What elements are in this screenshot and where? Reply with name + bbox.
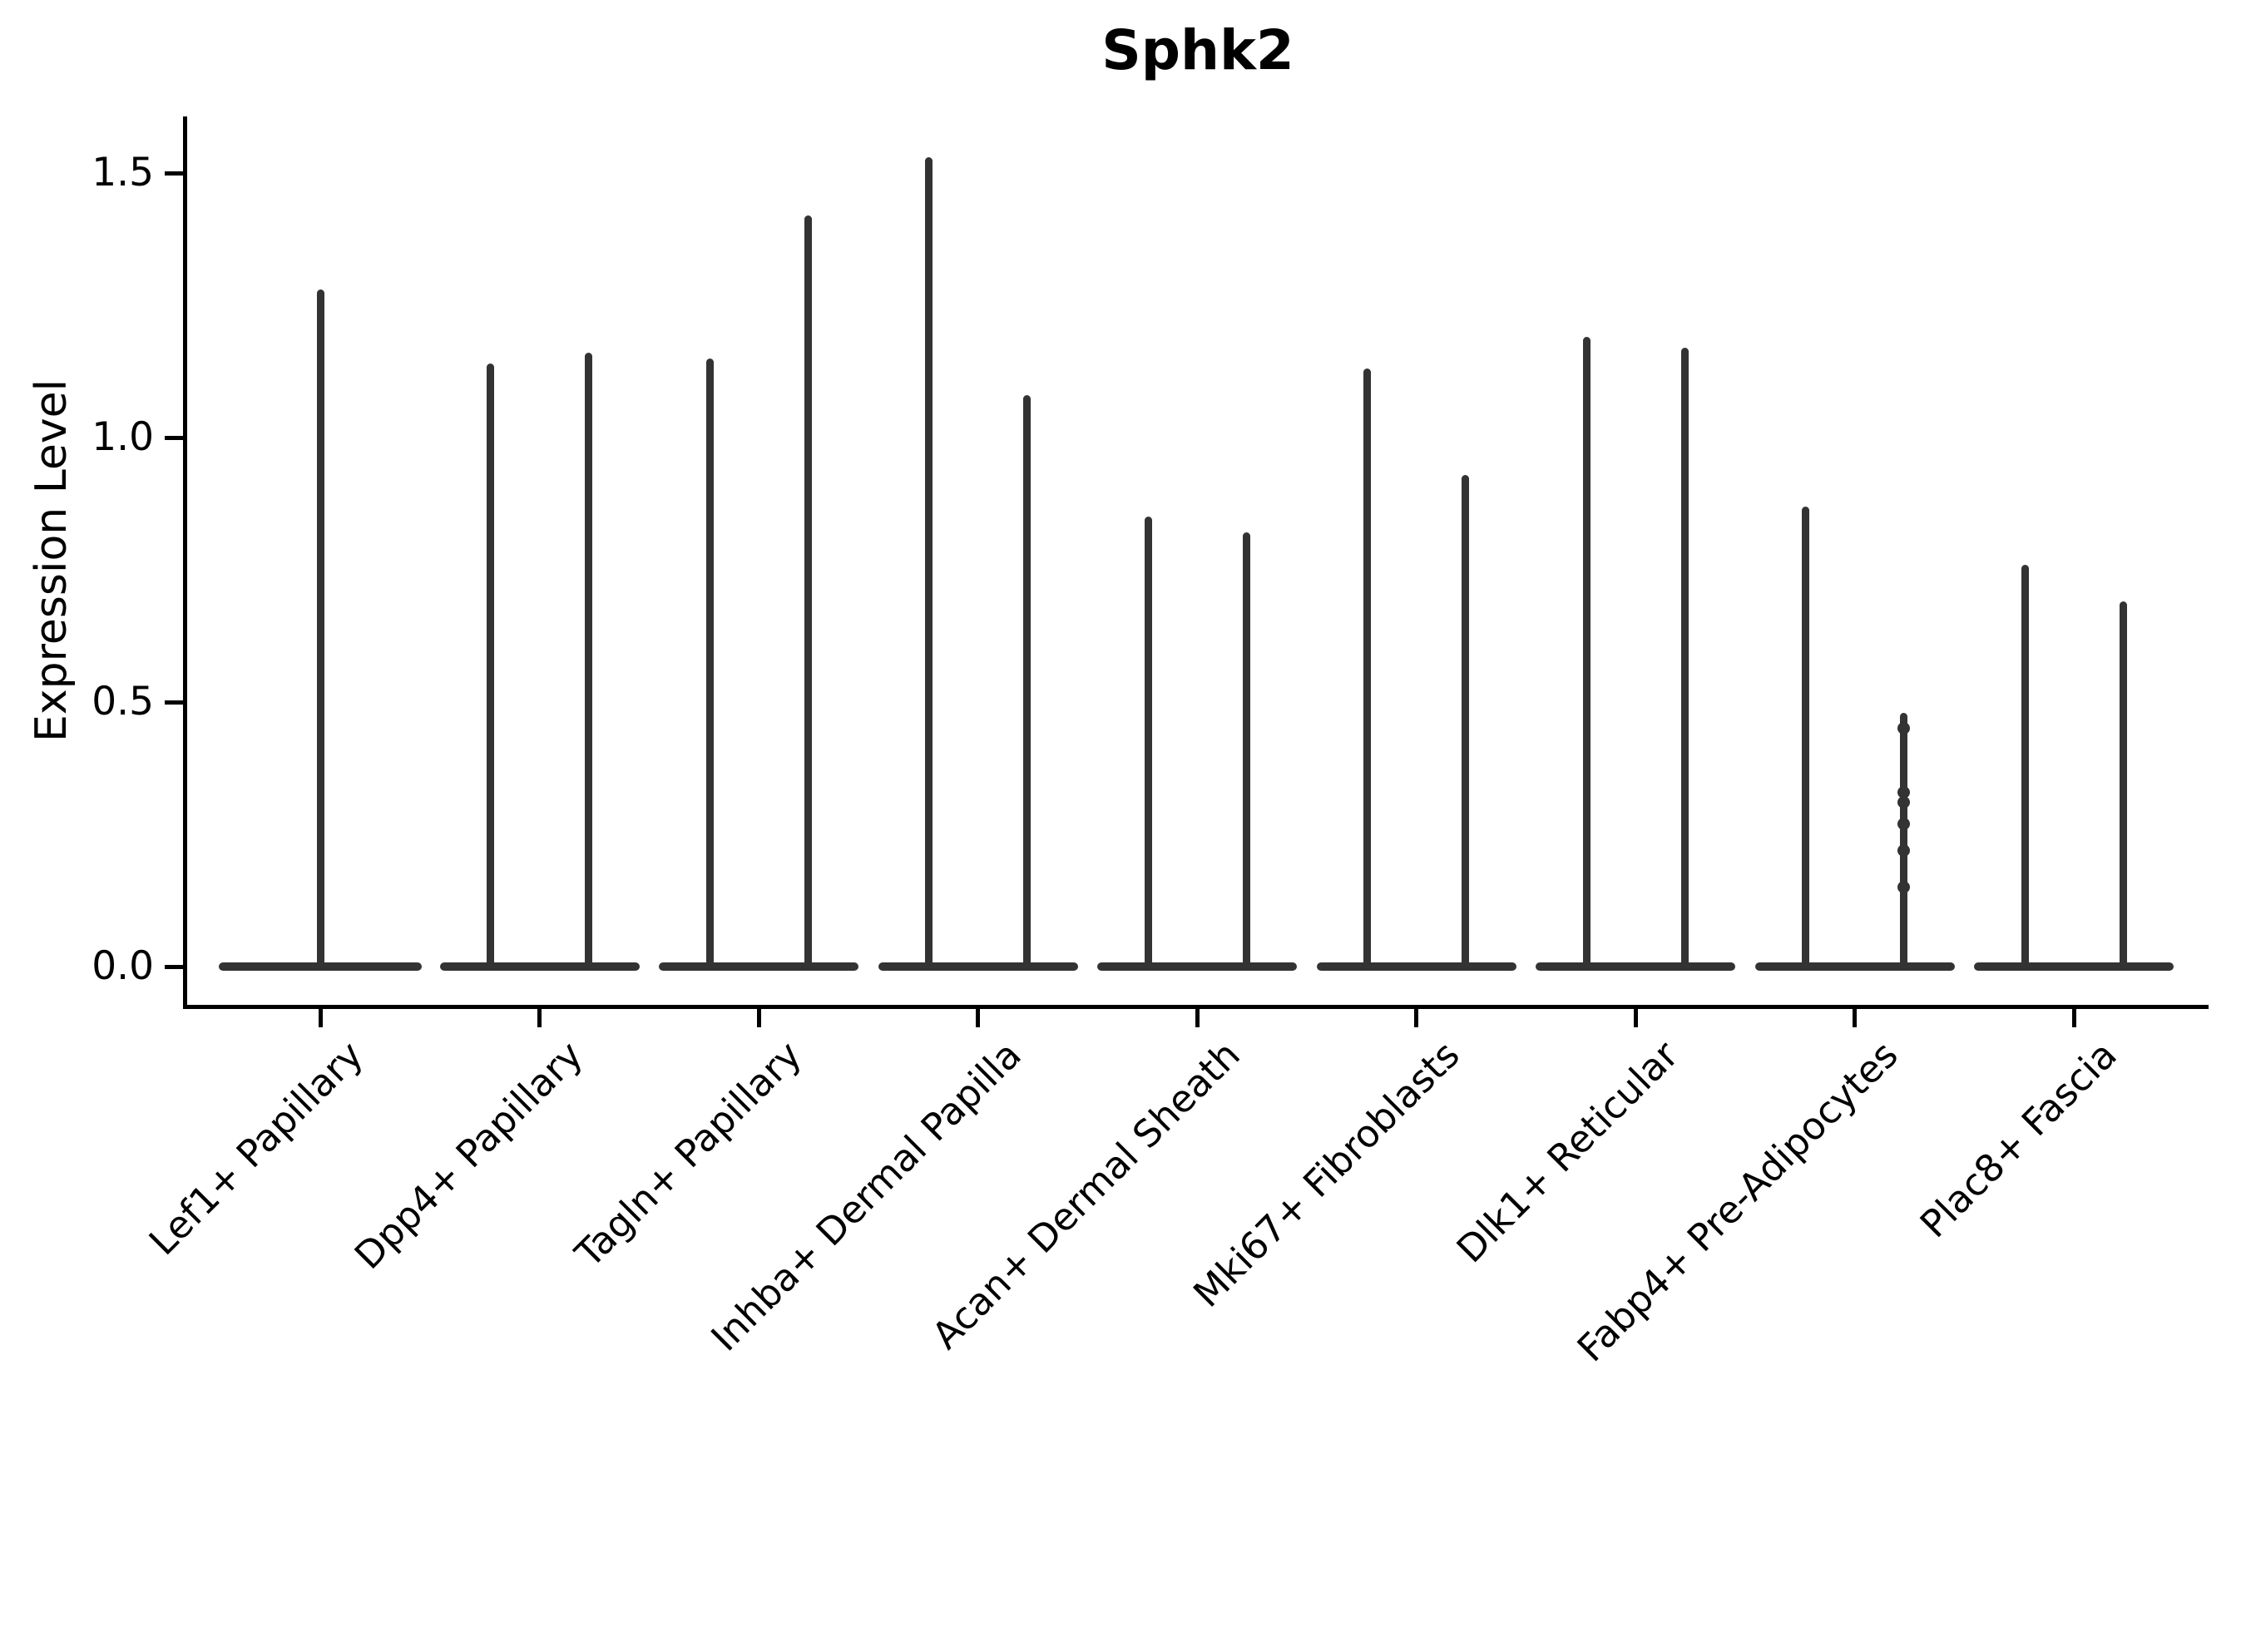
- violin-spike: [1462, 474, 1469, 967]
- violin-base: [219, 962, 422, 971]
- x-tick-mark: [976, 1009, 980, 1027]
- y-tick-label: 0.0: [92, 943, 154, 989]
- y-axis-spine: [183, 116, 187, 1009]
- y-tick-label: 1.5: [92, 150, 154, 195]
- y-tick-mark: [165, 700, 183, 705]
- violin-spike: [585, 353, 592, 967]
- violin-spike: [1144, 517, 1152, 967]
- plot-area: 0.0 0.5 1.0 1.5 Lef1+ Papillary Dpp4+ Papilla…: [92, 116, 2209, 1370]
- jitter-point: [1897, 785, 1910, 799]
- violin-spike: [804, 215, 812, 967]
- violin-base: [1974, 962, 2174, 971]
- violin-spike: [1680, 347, 1689, 967]
- violin-spike: [316, 289, 324, 967]
- violin-spike: [925, 156, 933, 967]
- jitter-point: [1897, 817, 1910, 830]
- x-axis-spine: [183, 1005, 2209, 1009]
- violin-spike: [1023, 395, 1031, 967]
- jitter-point: [1897, 843, 1910, 857]
- violin-base: [1316, 962, 1516, 971]
- y-tick-label: 1.0: [92, 414, 154, 460]
- jitter-point: [1897, 796, 1910, 809]
- violin-base: [659, 962, 858, 971]
- violin-spike: [1802, 506, 1809, 967]
- y-tick-label: 0.5: [92, 679, 154, 725]
- violin-spike: [1582, 337, 1591, 967]
- violin-base: [878, 962, 1078, 971]
- jitter-point: [1897, 722, 1910, 735]
- y-tick-mark: [165, 171, 183, 176]
- y-tick-mark: [165, 964, 183, 969]
- x-tick-mark: [1195, 1009, 1200, 1027]
- violin-spike: [487, 363, 494, 967]
- violin-spike: [705, 358, 714, 967]
- x-tick-mark: [2071, 1009, 2076, 1027]
- violin-base: [1536, 962, 1735, 971]
- jitter-point: [1897, 881, 1910, 894]
- violin-spike: [1242, 532, 1250, 967]
- violin-plot-figure: Sphk2 Expression Level 0.0 0.5 1.0 1.5 Lef1+…: [27, 18, 2209, 1370]
- x-tick-mark: [1853, 1009, 1857, 1027]
- violin-spike: [1900, 712, 1907, 967]
- x-tick-mark: [318, 1009, 323, 1027]
- chart-title: Sphk2: [1101, 18, 1294, 82]
- violin-base: [1097, 962, 1297, 971]
- x-tick-mark: [1633, 1009, 1638, 1027]
- violin-base: [439, 962, 640, 971]
- x-tick-mark: [1414, 1009, 1418, 1027]
- violin-spike: [2021, 564, 2029, 967]
- violin-spike: [1363, 368, 1371, 967]
- violin-base: [1754, 962, 1955, 971]
- x-tick-mark: [756, 1009, 761, 1027]
- x-tick-mark: [537, 1009, 542, 1027]
- y-tick-mark: [165, 435, 183, 440]
- violin-spike: [2119, 601, 2127, 967]
